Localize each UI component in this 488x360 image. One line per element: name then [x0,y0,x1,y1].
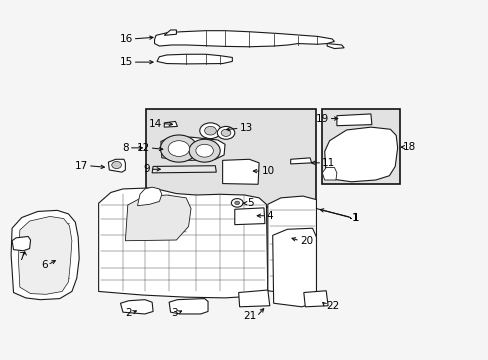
Text: 21: 21 [243,311,256,321]
Circle shape [200,123,221,139]
Text: 4: 4 [266,211,272,221]
Text: 2: 2 [125,308,131,318]
Polygon shape [161,137,224,160]
Polygon shape [303,291,327,307]
Polygon shape [336,114,371,126]
Bar [322,109,399,184]
Polygon shape [11,210,79,300]
Polygon shape [125,195,191,241]
Polygon shape [169,298,207,314]
Text: 1: 1 [352,212,358,222]
Polygon shape [152,166,216,173]
Text: 13: 13 [239,123,252,133]
Polygon shape [326,44,344,49]
Text: 18: 18 [402,142,415,152]
Text: 1: 1 [351,212,357,222]
Polygon shape [154,31,334,47]
Polygon shape [164,121,177,127]
Circle shape [231,199,243,207]
Text: 22: 22 [325,301,339,311]
Text: 7: 7 [18,252,25,262]
Text: 16: 16 [119,34,132,44]
Text: 8: 8 [122,143,128,153]
Text: 12: 12 [136,143,149,153]
Polygon shape [222,159,259,184]
Polygon shape [290,158,311,164]
Text: 17: 17 [75,161,88,171]
Text: 10: 10 [261,166,274,176]
Polygon shape [157,54,232,64]
Circle shape [112,161,121,168]
Polygon shape [238,290,269,307]
Polygon shape [234,208,264,225]
Text: 5: 5 [246,198,253,208]
Text: 11: 11 [322,158,335,168]
Text: 14: 14 [148,118,162,129]
Text: 9: 9 [143,164,149,174]
Polygon shape [272,228,316,307]
Text: 19: 19 [315,113,328,123]
Circle shape [204,126,216,135]
Polygon shape [267,196,316,295]
Polygon shape [120,300,153,314]
Text: 3: 3 [170,308,177,318]
Polygon shape [12,237,30,251]
Text: 6: 6 [41,260,47,270]
Bar [146,109,316,207]
Polygon shape [322,167,336,180]
Polygon shape [164,30,176,35]
Circle shape [234,201,239,204]
Circle shape [189,139,220,162]
Polygon shape [19,216,72,294]
Polygon shape [99,188,267,298]
Text: 15: 15 [119,57,132,67]
Polygon shape [324,127,397,182]
Circle shape [160,135,197,162]
Circle shape [217,126,234,139]
Circle shape [168,141,189,157]
Circle shape [221,129,230,136]
Polygon shape [137,187,162,206]
Text: 20: 20 [299,236,312,246]
Circle shape [196,144,213,157]
Polygon shape [108,159,125,172]
